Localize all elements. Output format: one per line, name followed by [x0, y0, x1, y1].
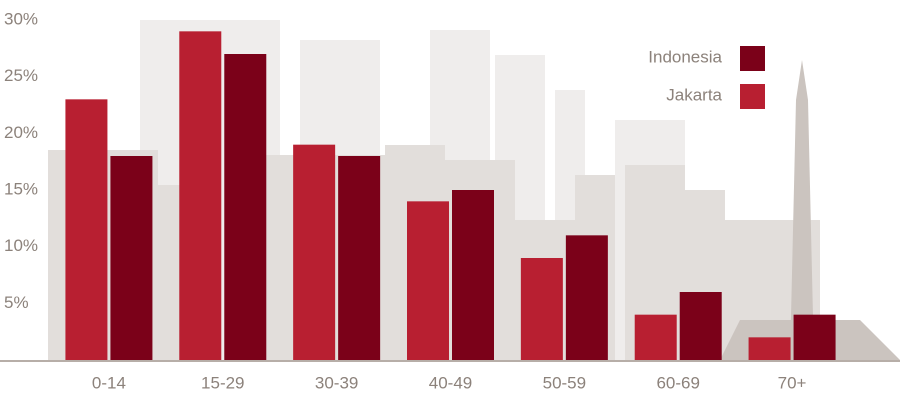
bar: [179, 31, 222, 360]
bar: [565, 235, 608, 360]
x-tick-label: 40-49: [429, 373, 472, 392]
bar: [748, 337, 791, 360]
legend-label: Indonesia: [648, 47, 722, 66]
bar: [293, 144, 336, 360]
y-tick-label: 20%: [4, 123, 38, 142]
legend-label: Jakarta: [666, 85, 722, 104]
y-tick-label: 5%: [4, 293, 29, 312]
x-tick-label: 0-14: [92, 373, 126, 392]
x-tick-label: 70+: [778, 373, 807, 392]
bar: [110, 156, 153, 360]
bar: [338, 156, 381, 360]
x-tick-label: 30-39: [315, 373, 358, 392]
legend-swatch: [740, 46, 765, 71]
y-tick-label: 15%: [4, 179, 38, 198]
x-tick-label: 50-59: [543, 373, 586, 392]
bar: [634, 314, 677, 360]
x-tick-label: 15-29: [201, 373, 244, 392]
legend-swatch: [740, 84, 765, 109]
x-tick-label: 60-69: [656, 373, 699, 392]
bar: [679, 292, 722, 360]
y-tick-label: 30%: [4, 9, 38, 28]
bar: [793, 314, 836, 360]
y-tick-label: 25%: [4, 66, 38, 85]
y-tick-label: 10%: [4, 236, 38, 255]
bar: [224, 54, 267, 360]
bar: [407, 201, 449, 360]
bar: [452, 190, 494, 360]
bar: [65, 99, 108, 360]
bar: [520, 258, 563, 360]
